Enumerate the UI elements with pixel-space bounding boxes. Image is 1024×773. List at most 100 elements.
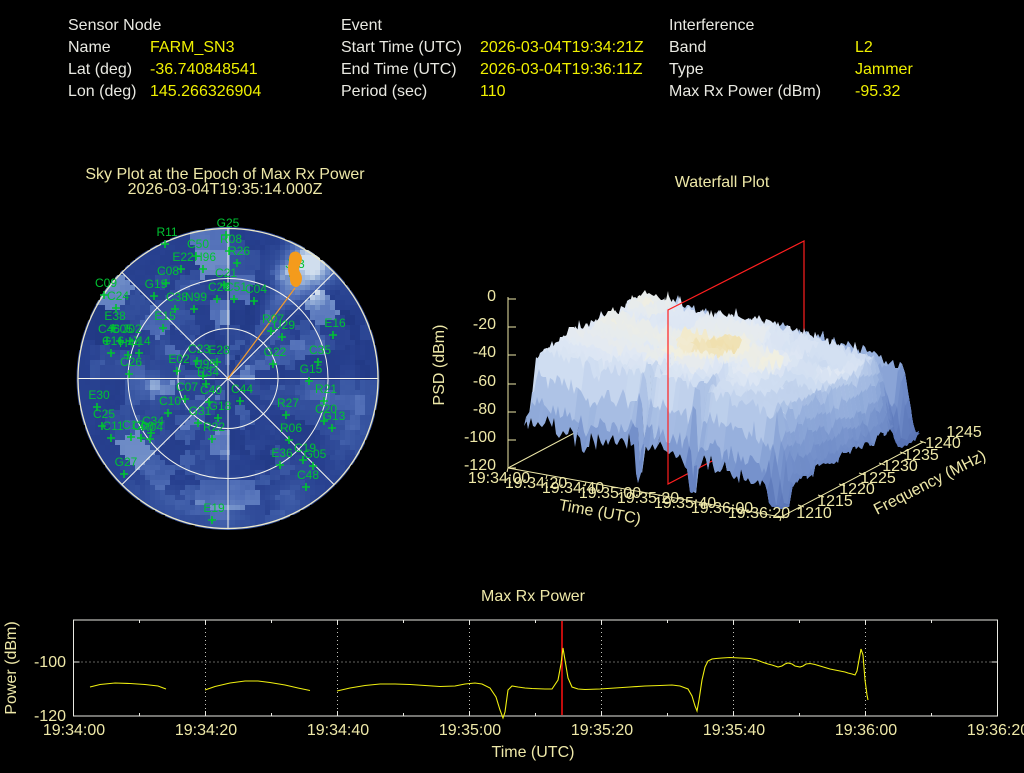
svg-text:-36.740848541: -36.740848541 [150, 61, 258, 78]
svg-text:G15: G15 [300, 362, 323, 376]
svg-text:C11: C11 [102, 419, 123, 433]
svg-text:G18: G18 [209, 399, 232, 413]
svg-text:1240: 1240 [925, 435, 961, 452]
svg-text:G05: G05 [304, 447, 327, 461]
svg-text:E02: E02 [168, 352, 190, 366]
svg-text:1235: 1235 [903, 447, 939, 464]
svg-text:R11: R11 [156, 225, 177, 239]
svg-text:E30: E30 [88, 388, 110, 402]
svg-text:19:34:00: 19:34:00 [43, 722, 105, 739]
svg-text:C34: C34 [142, 414, 164, 428]
svg-text:C26: C26 [120, 355, 142, 369]
svg-text:19:34:20: 19:34:20 [505, 475, 567, 492]
svg-text:C46: C46 [98, 322, 120, 336]
svg-text:19:35:20: 19:35:20 [571, 722, 633, 739]
svg-text:R07: R07 [262, 312, 284, 326]
svg-text:J02: J02 [122, 322, 142, 336]
svg-text:C05: C05 [111, 322, 133, 336]
svg-text:C23: C23 [188, 342, 210, 356]
svg-text:C19: C19 [294, 441, 316, 455]
svg-text:C25: C25 [93, 407, 115, 421]
svg-text:-80: -80 [473, 401, 496, 418]
svg-text:145.266326904: 145.266326904 [150, 83, 261, 100]
svg-text:C21: C21 [215, 266, 237, 280]
svg-text:Time (UTC): Time (UTC) [492, 744, 575, 761]
svg-text:C08: C08 [157, 264, 179, 278]
svg-text:Event: Event [341, 17, 382, 34]
svg-text:E19: E19 [203, 501, 225, 515]
svg-text:G25: G25 [217, 216, 240, 230]
svg-text:19:35:20: 19:35:20 [617, 490, 679, 507]
svg-text:Name: Name [68, 39, 111, 56]
svg-text:C06: C06 [132, 419, 154, 433]
svg-text:N99: N99 [185, 290, 207, 304]
svg-text:C38: C38 [166, 290, 188, 304]
svg-text:19:35:00: 19:35:00 [579, 485, 641, 502]
svg-text:-120: -120 [464, 457, 496, 474]
svg-text:19:34:40: 19:34:40 [307, 722, 369, 739]
svg-text:Max Rx Power (dBm): Max Rx Power (dBm) [669, 83, 821, 100]
svg-text:19:35:40: 19:35:40 [654, 495, 716, 512]
svg-text:Type: Type [669, 61, 704, 78]
svg-text:E15: E15 [154, 309, 176, 323]
svg-text:FARM_SN3: FARM_SN3 [150, 39, 235, 56]
svg-text:1210: 1210 [796, 505, 832, 522]
svg-text:R26: R26 [228, 244, 250, 258]
svg-text:C44: C44 [231, 382, 253, 396]
svg-text:G22: G22 [264, 345, 287, 359]
svg-text:Band: Band [669, 39, 706, 56]
svg-text:Jammer: Jammer [855, 61, 913, 78]
svg-text:C51: C51 [225, 280, 247, 294]
svg-text:Period (sec): Period (sec) [341, 83, 427, 100]
svg-text:0: 0 [487, 288, 496, 305]
svg-text:C20: C20 [315, 402, 337, 416]
svg-text:-100: -100 [34, 654, 66, 671]
svg-text:2026-03-04T19:36:11Z: 2026-03-04T19:36:11Z [480, 61, 643, 78]
svg-text:1225: 1225 [860, 470, 896, 487]
svg-text:J14: J14 [131, 334, 151, 348]
svg-text:H96: H96 [194, 250, 216, 264]
svg-text:19:35:00: 19:35:00 [439, 722, 501, 739]
svg-text:-120: -120 [34, 708, 66, 725]
svg-text:E28: E28 [208, 343, 230, 357]
svg-text:-95.32: -95.32 [855, 83, 900, 100]
svg-text:-100: -100 [464, 429, 496, 446]
svg-text:R06: R06 [280, 421, 302, 435]
svg-text:G31: G31 [189, 404, 212, 418]
svg-text:19:35:40: 19:35:40 [703, 722, 765, 739]
svg-text:C09: C09 [95, 276, 117, 290]
svg-text:19:34:20: 19:34:20 [175, 722, 237, 739]
svg-text:-60: -60 [473, 373, 496, 390]
svg-text:R27: R27 [277, 396, 299, 410]
svg-text:C04: C04 [245, 282, 267, 296]
svg-text:G13: G13 [323, 409, 346, 423]
svg-text:-20: -20 [473, 316, 496, 333]
svg-text:R04: R04 [141, 420, 163, 434]
svg-text:C10: C10 [159, 394, 181, 408]
svg-text:110: 110 [480, 83, 506, 100]
svg-text:19:36:20: 19:36:20 [967, 722, 1024, 739]
svg-text:2026-03-04T19:34:21Z: 2026-03-04T19:34:21Z [480, 39, 644, 56]
svg-text:1215: 1215 [817, 493, 853, 510]
svg-text:19:36:00: 19:36:00 [835, 722, 897, 739]
svg-text:E38: E38 [104, 309, 126, 323]
svg-text:E36: E36 [271, 446, 293, 460]
svg-text:G19: G19 [145, 277, 168, 291]
svg-text:E16: E16 [324, 316, 346, 330]
svg-text:Lon (deg): Lon (deg) [68, 83, 137, 100]
svg-text:C50: C50 [187, 237, 209, 251]
svg-text:-40: -40 [473, 344, 496, 361]
svg-text:Start Time (UTC): Start Time (UTC) [341, 39, 462, 56]
svg-text:Power (dBm): Power (dBm) [3, 621, 20, 714]
svg-text:C12: C12 [122, 418, 144, 432]
svg-text:C48: C48 [297, 468, 319, 482]
svg-text:C07: C07 [176, 380, 198, 394]
svg-text:19:36:20: 19:36:20 [728, 505, 790, 522]
svg-text:2026-03-04T19:35:14.000Z: 2026-03-04T19:35:14.000Z [128, 181, 323, 198]
svg-text:E22: E22 [172, 250, 194, 264]
svg-text:1220: 1220 [839, 481, 875, 498]
svg-text:C24: C24 [107, 289, 129, 303]
svg-text:Max Rx Power: Max Rx Power [481, 588, 586, 605]
svg-text:L2: L2 [855, 39, 873, 56]
svg-text:Sky Plot at the Epoch of Max R: Sky Plot at the Epoch of Max Rx Power [85, 166, 365, 183]
